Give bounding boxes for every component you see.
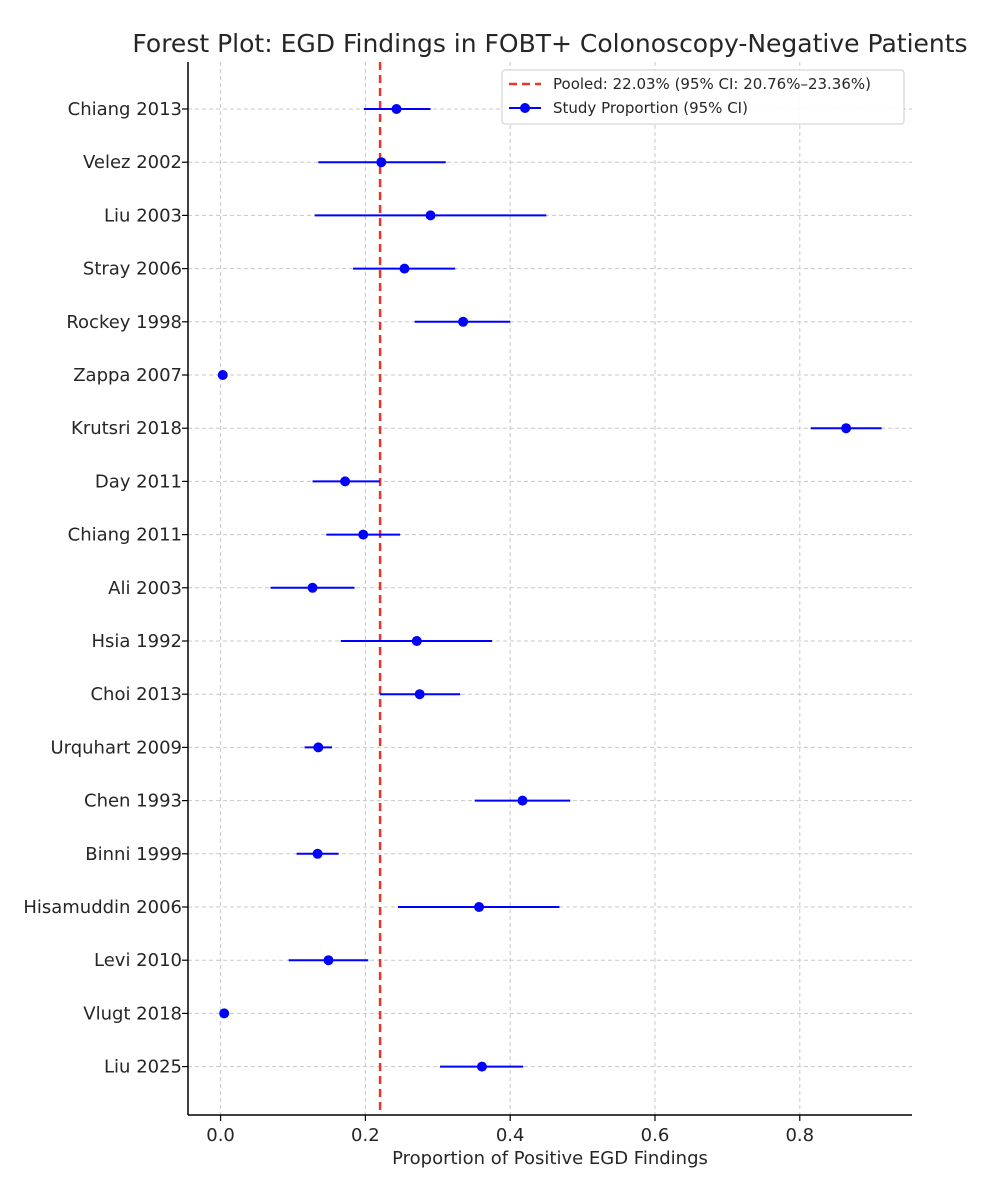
study-label: Day 2011: [95, 471, 182, 492]
study-label: Chiang 2013: [68, 99, 182, 120]
x-tick-label: 0.0: [206, 1125, 235, 1146]
study-point: [474, 902, 485, 912]
study-point: [323, 955, 334, 966]
legend-study-label: Study Proportion (95% CI): [553, 99, 748, 117]
legend: Pooled: 22.03% (95% CI: 20.76%–23.36%) S…: [501, 69, 905, 125]
study-point: [376, 157, 387, 168]
study-label: Hsia 1992: [92, 631, 182, 652]
study-point: [458, 316, 469, 327]
study-label: Vlugt 2018: [83, 1003, 182, 1024]
study-point: [414, 689, 425, 700]
study-point: [411, 636, 422, 646]
study-point: [841, 423, 852, 434]
study-point: [340, 476, 351, 487]
study-label: Krutsri 2018: [71, 418, 182, 439]
study-point: [517, 795, 528, 806]
study-label: Velez 2002: [83, 152, 182, 173]
chart-title: Forest Plot: EGD Findings in FOBT+ Colon…: [132, 29, 967, 58]
study-point: [399, 263, 410, 274]
study-label: Binni 1999: [85, 844, 182, 865]
study-point: [217, 370, 228, 380]
study-marks: [217, 104, 882, 1072]
study-point: [312, 848, 323, 859]
x-axis-label: Proportion of Positive EGD Findings: [392, 1148, 708, 1169]
study-label: Hisamuddin 2006: [23, 897, 182, 918]
x-tick-label: 0.6: [641, 1125, 670, 1146]
study-label: Liu 2025: [104, 1057, 182, 1078]
study-label: Chiang 2011: [68, 525, 182, 546]
x-tick-label: 0.4: [496, 1125, 525, 1146]
x-axis-ticks: 0.0 0.2 0.4 0.6 0.8: [206, 1115, 814, 1146]
study-label: Stray 2006: [83, 259, 182, 280]
study-label: Urquhart 2009: [50, 737, 182, 758]
study-label: Rockey 1998: [66, 312, 182, 333]
x-tick-label: 0.8: [785, 1125, 814, 1146]
study-label: Ali 2003: [108, 578, 182, 599]
legend-box: [501, 69, 905, 125]
study-point: [307, 582, 318, 593]
y-axis-ticks: Chiang 2013 Velez 2002 Liu 2003 Stray 2006 R…: [23, 99, 188, 1078]
study-label: Zappa 2007: [73, 365, 182, 386]
study-label: Levi 2010: [94, 950, 182, 971]
study-label: Liu 2003: [104, 205, 182, 226]
study-point: [425, 210, 436, 221]
study-label: Chen 1993: [84, 791, 182, 812]
study-point: [313, 742, 324, 753]
study-point: [358, 529, 369, 540]
x-tick-label: 0.2: [351, 1125, 380, 1146]
study-point: [391, 104, 402, 114]
study-label: Choi 2013: [90, 684, 182, 705]
legend-study-swatch-marker: [520, 103, 530, 113]
legend-pooled-label: Pooled: 22.03% (95% CI: 20.76%–23.36%): [553, 75, 871, 93]
study-point: [219, 1008, 230, 1019]
study-point: [476, 1061, 487, 1072]
